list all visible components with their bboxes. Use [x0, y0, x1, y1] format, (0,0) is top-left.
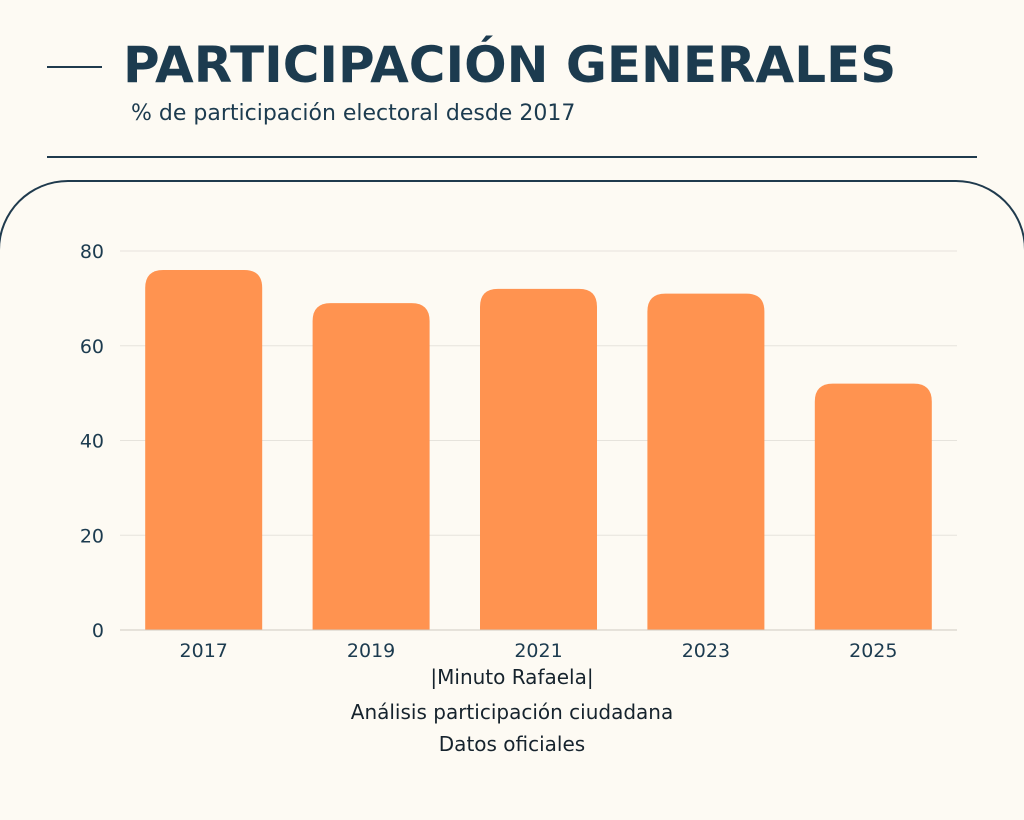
x-tick-label: 2025 — [849, 640, 897, 662]
y-tick-label: 40 — [80, 431, 104, 453]
bar-2017 — [145, 269, 263, 630]
bar-2019 — [312, 303, 430, 630]
page-title: PARTICIPACIÓN GENERALES — [123, 36, 897, 94]
y-tick-label: 20 — [80, 525, 104, 547]
x-tick-label: 2019 — [347, 640, 395, 662]
title-decoration-line — [47, 66, 102, 68]
x-tick-label: 2017 — [180, 640, 228, 662]
page-subtitle: % de participación electoral desde 2017 — [131, 101, 576, 126]
x-tick-label: 2023 — [682, 640, 730, 662]
bar-2023 — [647, 293, 765, 630]
footer-source: |Minuto Rafaela| — [430, 665, 594, 689]
y-tick-label: 80 — [80, 241, 104, 263]
x-tick-label: 2021 — [514, 640, 562, 662]
chart-panel-border — [0, 180, 1024, 820]
header-divider — [47, 156, 977, 158]
bar-chart: 0 20 40 60 80 2017 2019 2021 2023 2025 — [80, 241, 957, 662]
y-tick-label: 60 — [80, 336, 104, 358]
bar-2025 — [814, 383, 932, 630]
footer-description: Análisis participación ciudadana — [350, 700, 674, 724]
footer-note: Datos oficiales — [438, 732, 586, 756]
y-tick-label: 0 — [92, 620, 104, 642]
bar-2021 — [480, 288, 597, 630]
